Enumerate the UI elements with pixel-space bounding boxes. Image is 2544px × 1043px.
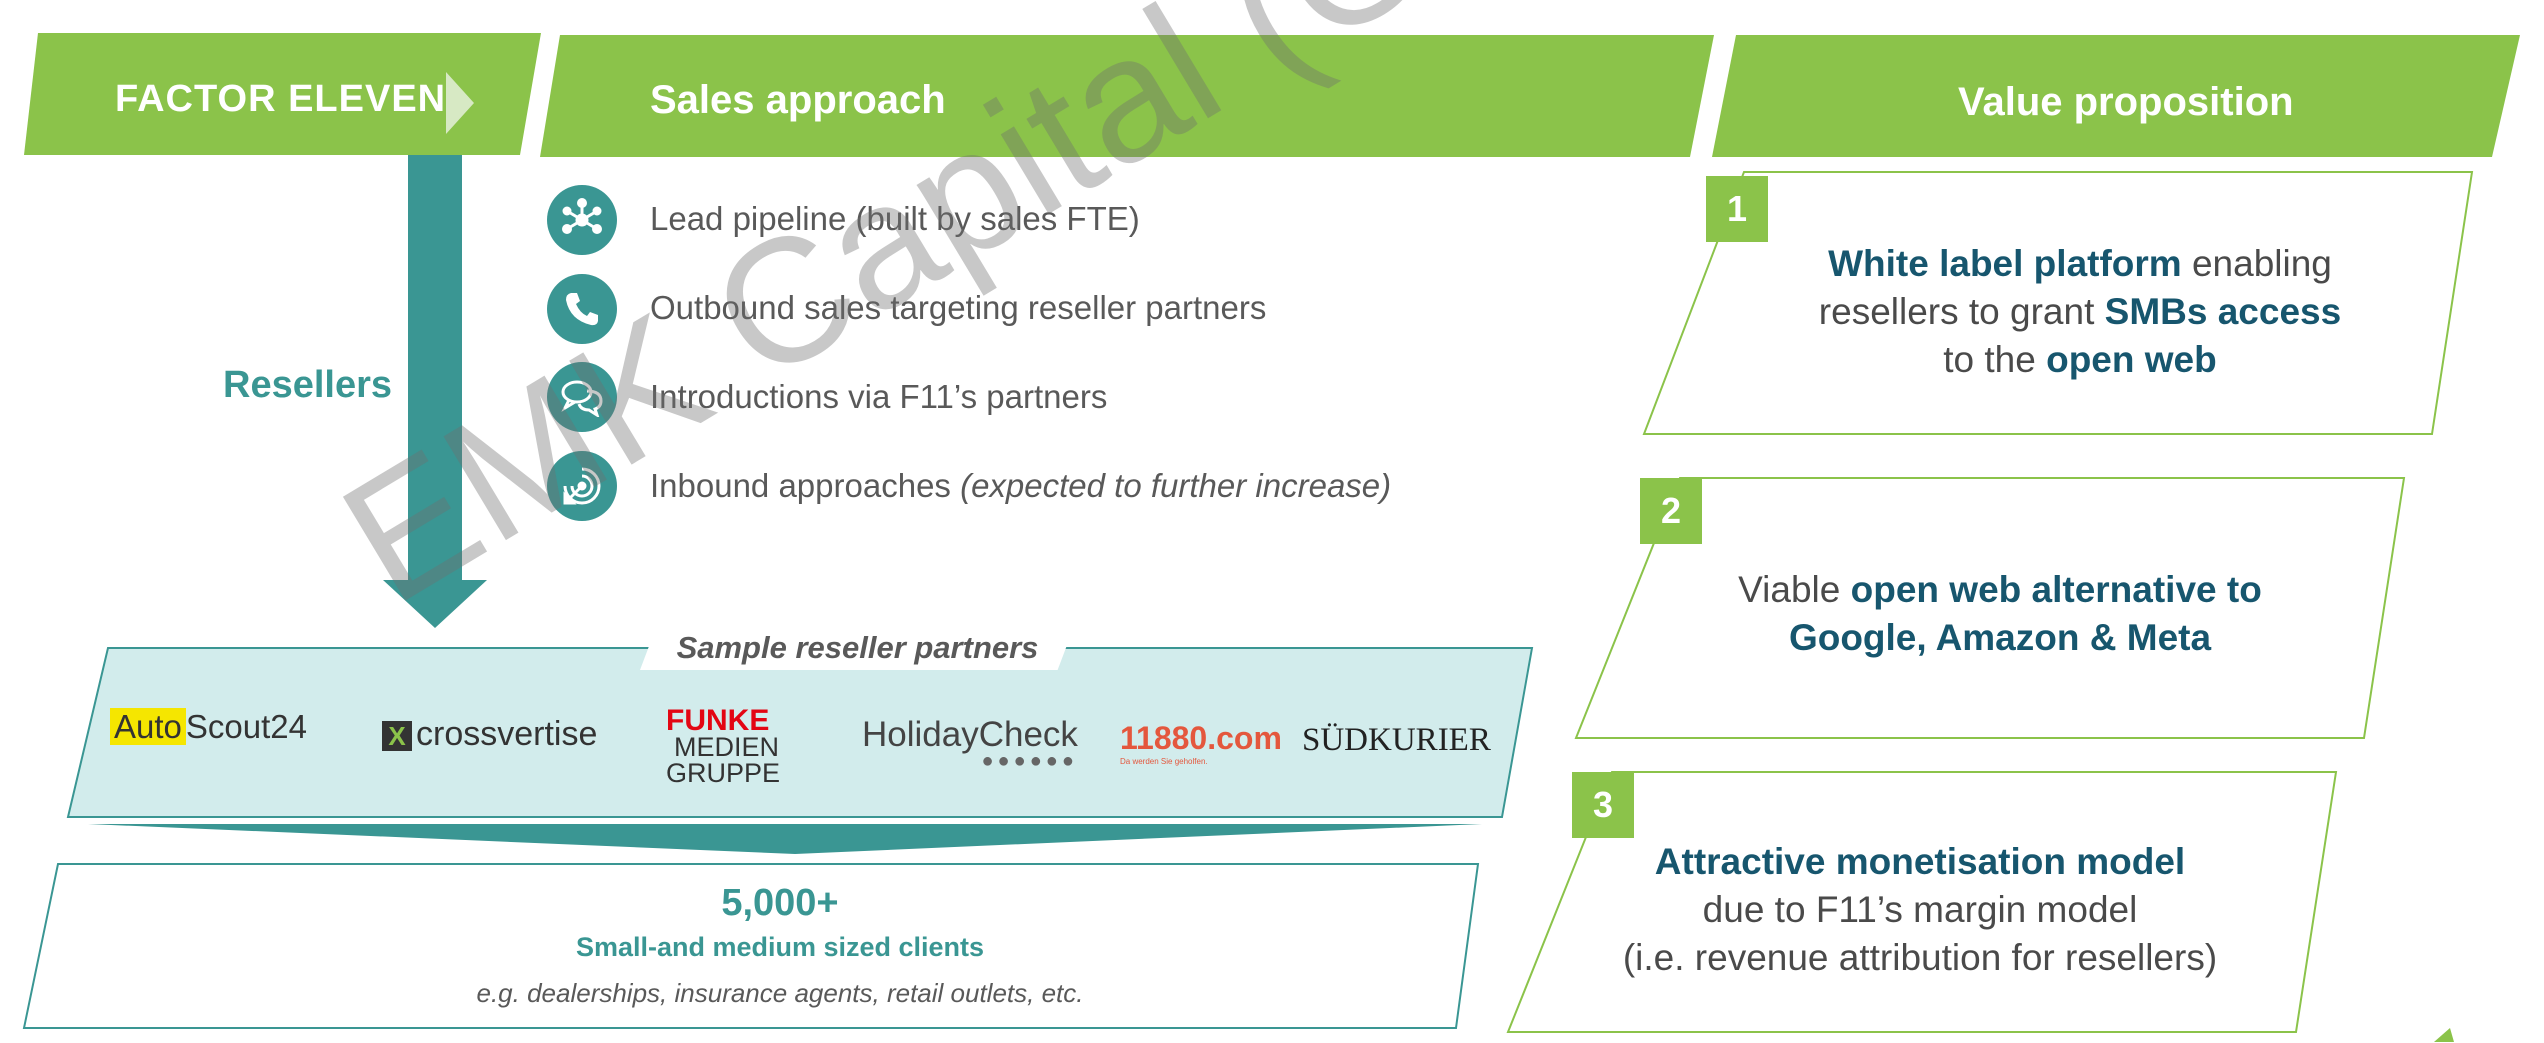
value-proposition-title: Value proposition xyxy=(1958,80,2294,124)
phone-icon xyxy=(547,274,617,344)
inbound-text: Inbound approaches xyxy=(650,467,961,504)
suedkurier-logo: SÜDKURIER xyxy=(1302,722,1491,758)
value-prop-3: Attractive monetisation model due to F11… xyxy=(1622,841,2218,978)
autoscout24-logo: Auto Scout24 xyxy=(110,708,307,746)
down-arrow-icon xyxy=(383,155,487,628)
network-icon xyxy=(547,185,617,255)
value-header-bar xyxy=(1712,35,2520,157)
clients-count: 5,000+ xyxy=(721,882,839,924)
target-icon xyxy=(547,451,617,521)
sales-item-lead-pipeline: Lead pipeline (built by sales FTE) xyxy=(650,200,1140,237)
value-prop-1: White label platform enabling resellers … xyxy=(1818,243,2342,380)
inbound-note: (expected to further increase) xyxy=(960,467,1392,504)
partners-title: Sample reseller partners xyxy=(676,630,1039,665)
value-prop-3-number: 3 xyxy=(1572,772,1634,838)
brand-chevron-icon xyxy=(446,72,474,134)
value-prop-2: Viable open web alternative to Google, A… xyxy=(1738,569,2262,658)
sales-approach-title: Sales approach xyxy=(650,78,946,122)
chat-icon xyxy=(547,362,617,432)
value-prop-frames xyxy=(1506,171,2474,1033)
brand-logo: FACTOR ELEVEN xyxy=(115,78,447,120)
11880-logo: 11880.com Da werden Sie geholfen. xyxy=(1120,720,1282,766)
partners-panel xyxy=(66,647,1534,854)
clients-panel xyxy=(22,863,1480,1029)
value-prop-2-number: 2 xyxy=(1640,478,1702,544)
value-prop-1-number: 1 xyxy=(1706,176,1768,242)
clients-label: Small-and medium sized clients xyxy=(575,932,985,962)
clients-examples: e.g. dealerships, insurance agents, reta… xyxy=(476,978,1084,1008)
sales-header-bar xyxy=(540,35,1714,157)
sales-item-inbound: Inbound approaches (expected to further … xyxy=(650,467,1391,505)
sales-item-outbound: Outbound sales targeting reseller partne… xyxy=(650,289,1267,326)
brand-bar xyxy=(24,33,541,155)
funnel-arrow-icon xyxy=(88,824,1482,854)
resellers-label: Resellers xyxy=(223,364,393,406)
holidaycheck-logo: HolidayCheck ●●●●●● xyxy=(862,715,1078,772)
sales-item-introductions: Introductions via F11’s partners xyxy=(650,378,1108,415)
funke-logo: FUNKE MEDIEN GRUPPE xyxy=(666,704,781,788)
corner-arrow-icon xyxy=(2434,1028,2454,1042)
header-bars xyxy=(24,33,2520,157)
partners-title-tab xyxy=(640,624,1075,670)
